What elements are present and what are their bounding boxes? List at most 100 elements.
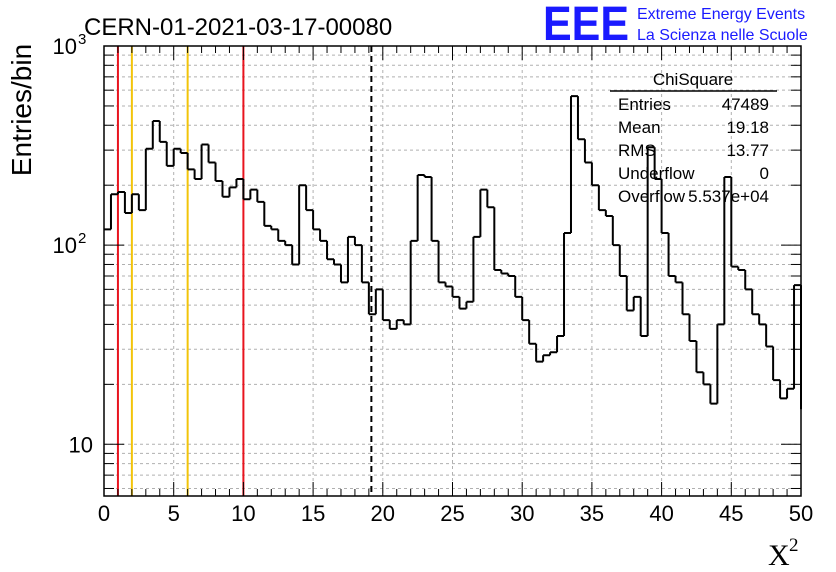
x-tick-label: 45 bbox=[719, 501, 743, 526]
histogram-bin bbox=[716, 323, 725, 404]
histogram-bin bbox=[256, 189, 265, 203]
histogram-bin bbox=[765, 324, 774, 348]
histogram-bin bbox=[367, 282, 376, 316]
x-tick-label: 0 bbox=[98, 501, 110, 526]
histogram-bin bbox=[758, 314, 767, 326]
histogram-bin bbox=[346, 235, 355, 283]
histogram-bin bbox=[353, 236, 362, 247]
histogram-bin bbox=[291, 245, 300, 266]
grid-lines bbox=[104, 46, 801, 496]
histogram-bin bbox=[423, 175, 432, 178]
histogram-bin bbox=[772, 346, 781, 382]
stats-label-mean: Mean bbox=[618, 118, 661, 137]
histogram-bin bbox=[242, 178, 251, 201]
histogram-bin bbox=[200, 143, 209, 179]
histogram-bin bbox=[744, 270, 753, 291]
histogram-bin bbox=[500, 270, 509, 275]
histogram-bin bbox=[625, 275, 634, 312]
histogram-bin bbox=[667, 233, 676, 277]
histogram-bin bbox=[339, 264, 348, 284]
stats-value-rms: 13.77 bbox=[726, 141, 769, 160]
axis-ticks bbox=[103, 45, 802, 496]
histogram-bin bbox=[479, 188, 488, 237]
histogram-bin bbox=[674, 275, 683, 284]
x-axis-label-superscript: 2 bbox=[789, 535, 799, 556]
histogram-bin bbox=[416, 174, 425, 241]
stats-value-entries: 47489 bbox=[722, 95, 769, 114]
histogram-bin bbox=[151, 120, 160, 149]
histogram-bin bbox=[277, 229, 286, 242]
histogram-bin bbox=[381, 289, 390, 322]
histogram-bin bbox=[681, 282, 690, 316]
y-tick-label: 10 bbox=[53, 233, 77, 258]
stats-value-underflow: 0 bbox=[760, 164, 769, 183]
histogram-bin bbox=[270, 225, 279, 231]
histogram-bin bbox=[549, 351, 558, 356]
histogram-bin bbox=[590, 162, 599, 187]
histogram-bin bbox=[298, 184, 307, 265]
histogram-bin bbox=[556, 334, 565, 353]
histogram-bin bbox=[695, 341, 704, 374]
histogram-bin bbox=[319, 229, 328, 242]
histogram-bin bbox=[576, 96, 585, 141]
stats-label-underflow: Underflow bbox=[618, 164, 695, 183]
histogram-bin bbox=[179, 148, 188, 155]
histogram-bin bbox=[618, 245, 627, 277]
histogram-bin bbox=[409, 239, 418, 325]
histogram-bin bbox=[730, 176, 739, 268]
histogram-bin bbox=[709, 384, 718, 405]
histogram-bin bbox=[486, 189, 495, 209]
histogram-bin bbox=[165, 141, 174, 167]
histogram-bin bbox=[786, 387, 795, 399]
histogram-bin bbox=[430, 176, 439, 242]
histogram-bin bbox=[388, 320, 397, 330]
histogram-bin bbox=[130, 193, 139, 214]
x-tick-label: 5 bbox=[168, 501, 180, 526]
histogram-bin bbox=[193, 169, 202, 180]
histogram-bin bbox=[402, 320, 411, 326]
histogram-bin bbox=[688, 314, 697, 343]
histogram-bin bbox=[109, 193, 118, 230]
histogram-bin bbox=[144, 147, 153, 211]
histogram-bin bbox=[723, 175, 732, 325]
stats-label-rms: RMS bbox=[618, 141, 656, 160]
histogram-bin bbox=[653, 147, 662, 180]
histogram-bin bbox=[186, 153, 195, 171]
histogram-bin bbox=[249, 188, 258, 200]
histogram-bin bbox=[326, 240, 335, 261]
histogram-bin bbox=[521, 296, 530, 322]
x-tick-label: 10 bbox=[231, 501, 255, 526]
histogram-bin bbox=[632, 295, 641, 311]
histogram-bin bbox=[263, 201, 272, 227]
x-tick-label: 15 bbox=[301, 501, 325, 526]
histogram-bin bbox=[465, 300, 474, 309]
histogram-bin bbox=[563, 232, 571, 336]
histogram-bin bbox=[604, 210, 613, 218]
y-axis-label: Entries/bin bbox=[6, 44, 37, 176]
eee-logo-mark: EEE bbox=[543, 0, 629, 51]
histogram-bin bbox=[137, 194, 146, 212]
histogram-bin bbox=[793, 284, 801, 389]
stats-label-overflow: Overflow bbox=[618, 187, 686, 206]
x-tick-label: 30 bbox=[510, 501, 534, 526]
marker-lines bbox=[116, 46, 373, 496]
logo-line-1: Extreme Energy Events bbox=[637, 6, 805, 23]
stats-value-mean: 19.18 bbox=[726, 118, 769, 137]
histogram-bin bbox=[395, 319, 404, 329]
x-tick-labels: 0 5 10 15 20 25 30 35 40 45 50 bbox=[98, 501, 813, 526]
histogram-bin bbox=[116, 190, 125, 195]
y-tick-label-exponent: 2 bbox=[78, 230, 86, 247]
histogram-bin bbox=[123, 191, 132, 215]
logo-line-2: La Scienza nelle Scuole bbox=[637, 27, 808, 44]
histogram-bin bbox=[493, 207, 502, 272]
stats-label-entries: Entries bbox=[618, 95, 671, 114]
histogram-bin bbox=[583, 139, 592, 164]
histogram-bin bbox=[172, 147, 181, 166]
histogram-bin bbox=[458, 296, 467, 310]
histogram-bin bbox=[597, 185, 606, 212]
histogram-bin bbox=[542, 354, 551, 362]
histogram-bin bbox=[305, 185, 314, 212]
histogram-bin bbox=[507, 273, 516, 277]
histogram-bin bbox=[284, 240, 293, 247]
histogram-bin bbox=[528, 320, 537, 345]
